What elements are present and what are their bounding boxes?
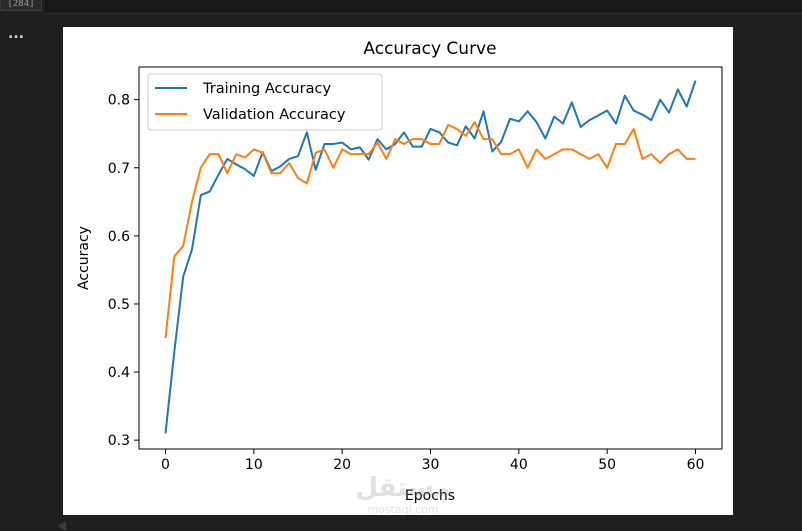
- y-tick-label: 0.5: [108, 297, 130, 313]
- series-line-training: [164, 80, 697, 434]
- y-tick-label: 0.4: [108, 365, 130, 381]
- x-tick-label: 30: [422, 457, 440, 473]
- legend-box: [147, 73, 383, 131]
- cell-top-bar: [45, 0, 802, 14]
- y-axis-label: Accuracy: [76, 226, 92, 290]
- y-ticks: 0.3 0.4 0.5 0.6 0.7 0.8: [108, 93, 139, 449]
- x-tick-label: 0: [161, 457, 170, 473]
- y-tick-label: 0.7: [108, 161, 130, 177]
- execution-count: [284]: [0, 0, 42, 11]
- x-tick-label: 20: [333, 457, 351, 473]
- accuracy-chart: 0 10 20 30 40 50 60 0.3 0.4 0.5 0.6 0.7 0.8 Accurac…: [76, 39, 723, 504]
- x-tick-label: 10: [245, 457, 263, 473]
- y-tick-label: 0.6: [108, 229, 130, 245]
- x-tick-label: 40: [510, 457, 528, 473]
- chart-title: Accuracy Curve: [363, 39, 496, 59]
- plot-lines: [164, 80, 697, 434]
- x-tick-label: 50: [598, 457, 616, 473]
- x-tick-label: 60: [687, 457, 705, 473]
- figure-output: 0 10 20 30 40 50 60 0.3 0.4 0.5 0.6 0.7 0.8 Accurac…: [63, 27, 733, 515]
- output-menu-button[interactable]: ...: [8, 26, 24, 42]
- x-axis-label: Epochs: [405, 488, 455, 504]
- legend: Training Accuracy Validation Accuracy: [147, 73, 383, 131]
- scroll-arrow-icon[interactable]: [58, 521, 66, 531]
- y-tick-label: 0.3: [108, 433, 130, 449]
- legend-label-validation: Validation Accuracy: [203, 107, 346, 123]
- legend-label-training: Training Accuracy: [202, 81, 331, 97]
- x-ticks: 0 10 20 30 40 50 60: [161, 449, 704, 473]
- y-tick-label: 0.8: [108, 93, 130, 109]
- series-line-validation: [164, 121, 696, 339]
